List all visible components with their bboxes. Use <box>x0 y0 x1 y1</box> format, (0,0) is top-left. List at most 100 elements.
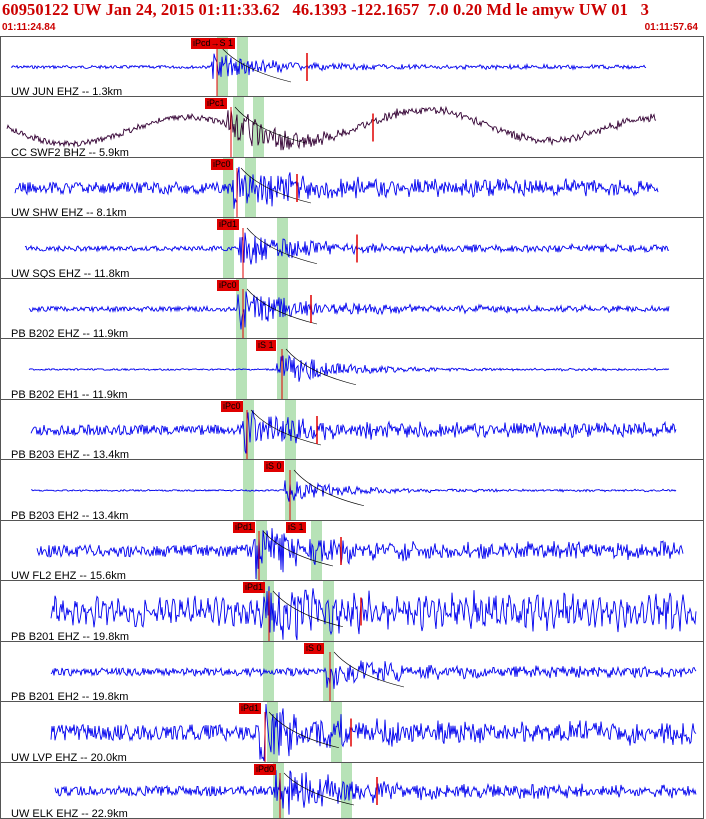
phase-pick-label[interactable]: iS 0 <box>264 461 284 472</box>
arrival-window <box>243 460 254 520</box>
waveform-trace <box>31 480 677 502</box>
channel-panel[interactable]: iS 0 PB B201 EH2 -- 19.8km <box>0 641 704 702</box>
waveform-plot <box>50 581 697 641</box>
coda-curve <box>250 409 322 446</box>
arrival-window <box>285 400 296 459</box>
waveform-trace <box>50 703 697 762</box>
waveform-trace <box>28 291 670 330</box>
channel-label: UW ELK EHZ -- 22.9km <box>11 808 128 819</box>
coda-curve <box>246 227 318 265</box>
waveform-trace <box>24 232 670 265</box>
arrival-window <box>273 763 284 818</box>
channel-panel[interactable]: iS 1 PB B202 EH1 -- 11.9km <box>0 338 704 400</box>
waveform-plot <box>50 702 697 762</box>
channel-label: UW JUN EHZ -- 1.3km <box>11 86 123 97</box>
channel-label: UW SHW EHZ -- 8.1km <box>11 207 127 218</box>
channel-label: UW SQS EHZ -- 11.8km <box>11 268 130 279</box>
waveform-plot <box>30 400 677 459</box>
phase-pick-label[interactable]: iS 0 <box>304 643 324 654</box>
waveform-trace <box>6 105 657 151</box>
channel-label: PB B201 EHZ -- 19.8km <box>11 631 129 642</box>
start-time: 01:11:24.84 <box>2 22 56 33</box>
arrival-window <box>323 642 334 701</box>
phase-pick-label[interactable]: iPcd→S 1 <box>191 38 236 49</box>
arrival-window <box>267 702 278 762</box>
coda-curve <box>285 348 357 386</box>
header: 60950122 UW Jan 24, 2015 01:11:33.62 46.… <box>0 0 706 38</box>
event-title: 60950122 UW Jan 24, 2015 01:11:33.62 46.… <box>2 0 650 19</box>
waveform-plot <box>54 763 697 818</box>
waveform-plot <box>28 279 670 338</box>
phase-pick-label[interactable]: iPd1 <box>243 582 266 593</box>
waveform-trace <box>50 586 697 641</box>
channel-panel[interactable]: iPd1 UW LVP EHZ -- 20.0km <box>0 701 704 763</box>
channel-label: UW FL2 EHZ -- 15.6km <box>11 570 126 581</box>
waveform-plot <box>36 521 684 580</box>
channel-panel[interactable]: iPd1 iS 1 UW FL2 EHZ -- 15.6km <box>0 520 704 581</box>
channel-panel[interactable]: iS 0 PB B203 EH2 -- 13.4km <box>0 459 704 521</box>
arrival-window <box>236 279 247 338</box>
coda-curve <box>262 530 334 567</box>
arrival-window <box>256 521 267 580</box>
arrival-window <box>253 97 264 157</box>
waveform-trace <box>54 770 697 815</box>
waveform-trace <box>10 53 647 79</box>
arrival-window <box>243 400 254 459</box>
coda-curve <box>283 772 355 806</box>
waveform-plot <box>14 158 659 217</box>
channel-label: CC SWF2 BHZ -- 5.9km <box>11 147 129 158</box>
coda-curve <box>240 167 312 204</box>
channel-panel[interactable]: iPc0 UW SHW EHZ -- 8.1km <box>0 157 704 218</box>
coda-curve <box>293 469 365 507</box>
waveform-plot <box>28 339 670 399</box>
channel-panel[interactable]: iPc1 CC SWF2 BHZ -- 5.9km <box>0 96 704 158</box>
channel-panel[interactable]: iPcd→S 1 UW JUN EHZ -- 1.3km <box>0 36 704 97</box>
coda-curve <box>246 288 318 325</box>
phase-pick-label[interactable]: iPd1 <box>233 522 256 533</box>
coda-curve <box>234 106 306 144</box>
end-time: 01:11:57.64 <box>644 22 698 33</box>
waveform-plot <box>24 218 670 278</box>
channel-panel[interactable]: iPc0 PB B202 EHZ -- 11.9km <box>0 278 704 339</box>
waveform-trace <box>30 410 677 454</box>
waveform-plot <box>6 97 657 157</box>
phase-pick-label[interactable]: iPd0 <box>254 764 277 775</box>
coda-curve <box>333 651 405 688</box>
arrival-window <box>323 581 334 641</box>
phase-pick-label[interactable]: iPd1 <box>217 219 240 230</box>
waveform-trace <box>50 660 697 689</box>
phase-pick-label[interactable]: iS 1 <box>256 340 276 351</box>
coda-curve <box>220 46 292 83</box>
waveform-trace <box>28 354 670 382</box>
waveform-plot <box>10 37 647 96</box>
phase-pick-label[interactable]: iS 1 <box>286 522 306 533</box>
waveform-plot <box>31 460 677 520</box>
channel-panel[interactable]: iPd1 UW SQS EHZ -- 11.8km <box>0 217 704 279</box>
arrival-window <box>311 521 322 580</box>
phase-pick-label[interactable]: iPc0 <box>211 159 233 170</box>
channel-label: PB B201 EH2 -- 19.8km <box>11 691 129 702</box>
arrival-window <box>245 158 256 217</box>
channel-label: PB B202 EHZ -- 11.9km <box>11 328 129 339</box>
channel-label: PB B203 EHZ -- 13.4km <box>11 449 129 460</box>
arrival-window <box>233 97 244 157</box>
channel-panel[interactable]: iPd0 UW ELK EHZ -- 22.9km <box>0 762 704 819</box>
phase-pick-label[interactable]: iPc0 <box>221 401 243 412</box>
channel-panel[interactable]: iPc0 PB B203 EHZ -- 13.4km <box>0 399 704 460</box>
channel-label: UW LVP EHZ -- 20.0km <box>11 752 127 763</box>
waveform-trace <box>14 166 659 209</box>
channel-label: PB B202 EH1 -- 11.9km <box>11 389 128 400</box>
phase-pick-label[interactable]: iPc1 <box>205 98 227 109</box>
waveform-plot <box>50 642 697 701</box>
seismogram-panels: iPcd→S 1 UW JUN EHZ -- 1.3km iPc1 CC SWF2 B… <box>0 36 706 819</box>
channel-panel[interactable]: iPd1 PB B201 EHZ -- 19.8km <box>0 580 704 642</box>
arrival-window <box>217 37 228 96</box>
channel-label: PB B203 EH2 -- 13.4km <box>11 510 129 521</box>
waveform-trace <box>36 528 684 580</box>
coda-curve <box>272 590 344 628</box>
arrival-window <box>236 339 247 399</box>
coda-curve <box>268 711 340 749</box>
phase-pick-label[interactable]: iPc0 <box>217 280 239 291</box>
arrival-window <box>331 702 342 762</box>
phase-pick-label[interactable]: iPd1 <box>239 703 262 714</box>
